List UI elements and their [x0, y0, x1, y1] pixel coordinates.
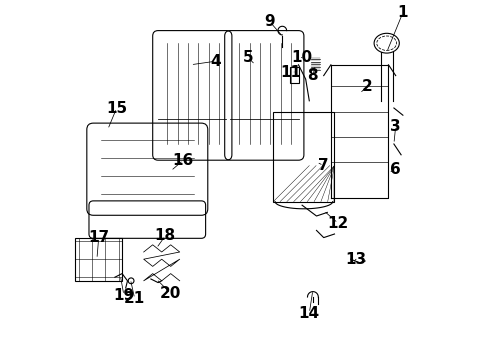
Text: 9: 9 — [264, 14, 274, 29]
Text: 4: 4 — [210, 54, 221, 69]
Text: 8: 8 — [307, 68, 318, 83]
Bar — [289, 67, 298, 83]
Text: 17: 17 — [88, 230, 109, 245]
Text: 10: 10 — [291, 50, 312, 65]
Text: 6: 6 — [389, 162, 400, 177]
Text: 3: 3 — [389, 118, 400, 134]
Text: 15: 15 — [106, 100, 127, 116]
Text: 11: 11 — [280, 64, 301, 80]
Text: 12: 12 — [327, 216, 348, 231]
Bar — [75, 238, 122, 281]
Text: 19: 19 — [113, 288, 134, 303]
Text: 18: 18 — [154, 228, 176, 243]
Text: 21: 21 — [124, 291, 145, 306]
Text: 2: 2 — [361, 79, 371, 94]
Bar — [273, 112, 334, 202]
Text: 16: 16 — [172, 153, 194, 168]
Text: 13: 13 — [345, 252, 366, 267]
Text: 5: 5 — [242, 50, 253, 65]
Text: 14: 14 — [298, 306, 319, 321]
Text: 20: 20 — [160, 286, 181, 301]
Text: 7: 7 — [318, 158, 328, 173]
Text: 1: 1 — [397, 5, 407, 20]
